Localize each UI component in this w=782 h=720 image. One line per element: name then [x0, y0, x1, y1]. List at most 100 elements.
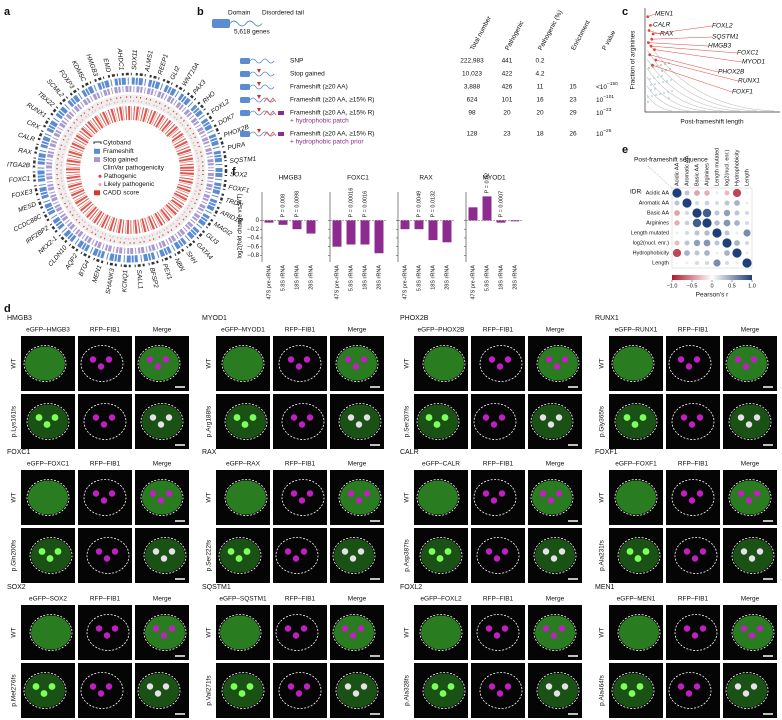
- nucleus-outline: [725, 345, 769, 382]
- background-point: [657, 76, 659, 78]
- channel-header: Merge: [741, 327, 760, 334]
- row-marker: [257, 82, 261, 86]
- nucleolus: [750, 356, 758, 363]
- nucleolus: [349, 555, 357, 562]
- y-tick-label: −0.8: [247, 253, 260, 259]
- col-label: Aromatic AA: [684, 155, 690, 186]
- corr-dot: [735, 261, 739, 265]
- background-point: [647, 101, 649, 103]
- nucleus-outline: [137, 672, 181, 709]
- corr-dot: [714, 210, 720, 216]
- gene-label: BFSP2: [148, 267, 159, 289]
- nucleus-outline: [332, 537, 376, 574]
- nucleus-signal: [616, 480, 656, 515]
- nucleolus: [558, 625, 566, 632]
- cell: 426: [502, 84, 513, 91]
- row-label: SNP: [290, 58, 303, 65]
- point-label: PHOX2B: [718, 69, 745, 76]
- p-exp: −101: [603, 94, 614, 100]
- nucleolus: [742, 690, 750, 697]
- gene-label: TBX22: [36, 90, 56, 108]
- leader-line: [651, 45, 738, 54]
- nucleus-outline: [335, 672, 379, 709]
- channel-header: Merge: [741, 461, 760, 468]
- condition-label: WT: [11, 627, 18, 637]
- micrograph: [273, 394, 327, 449]
- tail-icon: [229, 20, 263, 27]
- nucleolus: [545, 356, 553, 363]
- colorbar-tick-label: 1.0: [748, 283, 756, 289]
- group-title: PHOX2B: [400, 315, 429, 322]
- nucleolus: [157, 421, 165, 428]
- nucleus-outline: [419, 614, 463, 651]
- background-point: [651, 95, 653, 97]
- nucleolus: [89, 356, 97, 363]
- cell: 23: [569, 97, 577, 104]
- condensate: [40, 690, 48, 697]
- gene-label: GLI3: [204, 232, 220, 247]
- channel-header: Merge: [153, 327, 172, 334]
- channel-header: eGFP–FOXL2: [420, 596, 462, 603]
- channel-header: RFP–FIB1: [483, 596, 514, 603]
- nucleus-outline: [281, 403, 325, 440]
- micrograph: [273, 605, 327, 660]
- channel-header: eGFP–MYOD1: [221, 327, 265, 334]
- condensate: [38, 548, 46, 555]
- category-label: 18S rRNA: [294, 265, 300, 290]
- p-exp: −25: [603, 128, 611, 134]
- micrograph: [78, 528, 132, 583]
- micrograph: [471, 663, 525, 718]
- corr-dot: [692, 218, 702, 228]
- condition-label: p.Ser207fs: [404, 405, 411, 437]
- p-value: 10−23: [596, 107, 612, 116]
- micrograph: [471, 470, 525, 525]
- nucleus-outline: [86, 537, 130, 574]
- nucleolus: [154, 690, 162, 697]
- group-title: HMGB3: [7, 315, 32, 322]
- nucleolus: [165, 490, 173, 497]
- background-point: [647, 96, 649, 98]
- nucleolus: [108, 414, 116, 421]
- y-tick-label: −0.4: [247, 236, 260, 242]
- condensate: [233, 414, 241, 421]
- micrograph: [78, 663, 132, 718]
- nucleus-outline: [224, 479, 268, 516]
- nucleolus: [108, 490, 116, 497]
- condensate: [636, 683, 644, 690]
- corr-dot: [724, 260, 730, 266]
- nucleolus: [355, 421, 363, 428]
- condition-label: WT: [404, 627, 411, 637]
- corr-dot: [714, 220, 720, 226]
- colorbar: [672, 275, 752, 280]
- nucleolus: [298, 421, 306, 428]
- density-contour: [646, 58, 741, 112]
- channel-header: eGFP–FOXF1: [615, 461, 657, 468]
- category-label: 18S rRNA: [498, 265, 504, 290]
- gene-label: KDM5C: [70, 60, 87, 84]
- gene-label: RAX: [18, 147, 33, 156]
- row-icon: [240, 71, 250, 77]
- panel-label: e: [622, 144, 628, 156]
- gene-label: ALMS1: [144, 50, 155, 74]
- bar: [264, 220, 274, 223]
- condensate: [227, 548, 235, 555]
- nucleolus: [162, 356, 170, 363]
- nucleolus: [105, 683, 113, 690]
- y-tick-label: −0.2: [247, 227, 260, 233]
- nucleus-outline: [140, 403, 184, 440]
- nucleolus: [753, 414, 761, 421]
- corr-dot: [715, 191, 719, 195]
- legend-label: ClinVar pathogenicity: [103, 165, 165, 172]
- category-label: 5.8S rRNA: [484, 265, 490, 292]
- nucleolus: [555, 490, 563, 497]
- point-label: MEN1: [655, 11, 673, 18]
- legend-label: Stop gained: [103, 156, 138, 163]
- corr-dot: [675, 261, 679, 265]
- nucleolus: [498, 414, 506, 421]
- nucleus-outline: [668, 345, 712, 382]
- nucleolus: [740, 548, 748, 555]
- corr-dot: [743, 229, 751, 237]
- nucleus-outline: [536, 672, 580, 709]
- condition-label: WT: [599, 492, 606, 502]
- cytoband-ring: [32, 72, 228, 268]
